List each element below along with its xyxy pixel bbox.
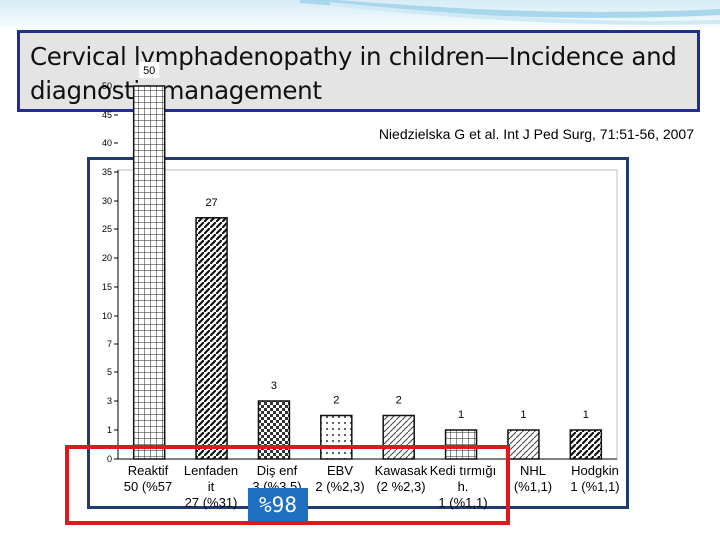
data-label: 2: [396, 395, 402, 407]
bar: [257, 400, 291, 460]
y-tick-label: 35: [102, 167, 112, 177]
x-category-label: Kawasak (2 %2,3): [374, 463, 428, 494]
slide-title: Cervical lymphadenopathy in children—Inc…: [30, 42, 677, 105]
x-category-label: EBV 2 (%2,3): [315, 463, 365, 494]
y-tick-label: 50: [102, 81, 112, 91]
title-box: Cervical lymphadenopathy in children—Inc…: [17, 30, 700, 112]
data-label: 3: [271, 380, 277, 392]
y-tick-label: 5: [107, 367, 112, 377]
x-category-label: Reaktif 50 (%57: [123, 463, 173, 494]
highlight-box: [65, 445, 510, 525]
x-category-label: Hodgkin 1 (%1,1): [570, 463, 620, 494]
data-label-bg: [139, 62, 160, 78]
y-tick-label: 0: [107, 454, 112, 464]
y-tick-label: 3: [107, 396, 112, 406]
x-category-label: Lenfaden it 27 (%31): [183, 463, 239, 510]
bar: [507, 429, 540, 460]
plot-area: [117, 169, 618, 460]
y-tick-label: 40: [102, 138, 112, 148]
y-tick-label: 15: [102, 282, 112, 292]
percent-badge: %98: [248, 488, 308, 522]
citation: Niedzielska G et al. Int J Ped Surg, 71:…: [378, 126, 694, 142]
bar: [132, 85, 166, 460]
y-tick-label: 10: [102, 311, 112, 321]
y-tick-label: 45: [102, 110, 112, 120]
bar: [569, 429, 603, 460]
data-label: 27: [205, 197, 217, 209]
x-category-label: NHL (%1,1): [513, 463, 553, 494]
y-tick-label: 20: [102, 253, 112, 263]
x-category-label: Diş enf 3 (%3,5): [252, 463, 302, 494]
y-tick-label: 30: [102, 196, 112, 206]
data-label: 50: [143, 65, 155, 77]
y-tick-label: 1: [107, 425, 112, 435]
bar: [320, 414, 353, 460]
data-label: 2: [333, 395, 339, 407]
bar: [444, 429, 478, 460]
bar: [195, 217, 228, 460]
decorative-swoosh: [299, 0, 720, 25]
data-label: 1: [520, 409, 526, 421]
data-label: 1: [583, 409, 589, 421]
y-tick-label: 7: [107, 339, 112, 349]
y-tick-label: 25: [102, 224, 112, 234]
data-label: 1: [458, 409, 464, 421]
bar: [382, 414, 415, 460]
data-label-bg: [201, 193, 222, 210]
x-category-label: Kedi tırmığı h. 1 (%1,1): [429, 463, 497, 510]
